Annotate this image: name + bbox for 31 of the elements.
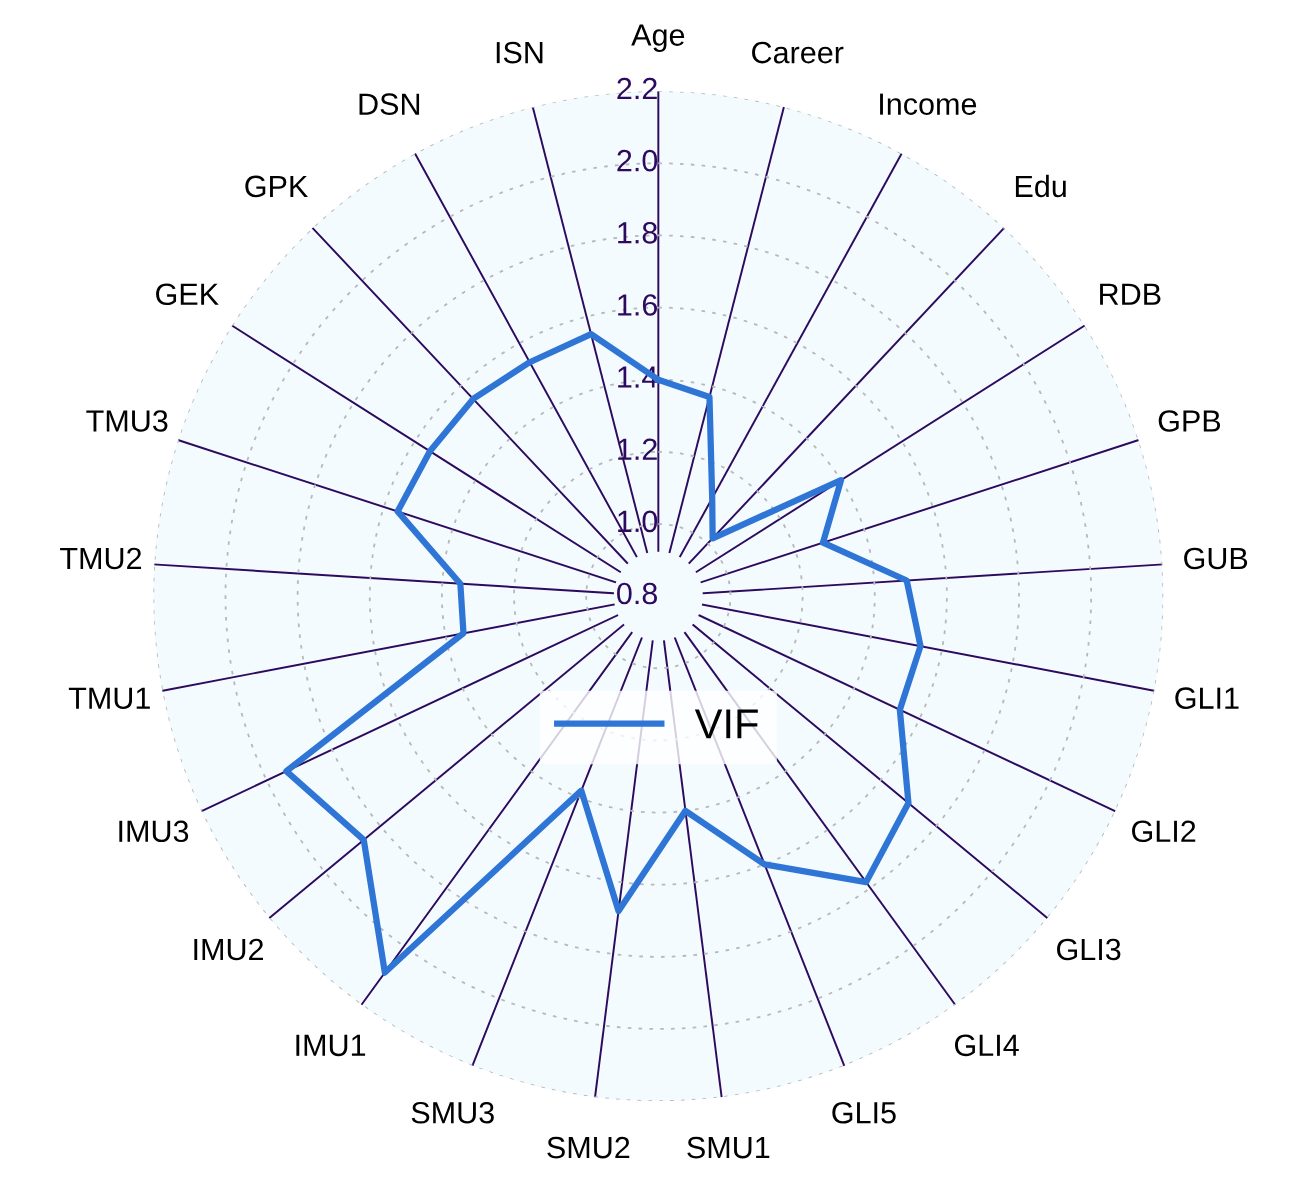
spoke-label: Age <box>631 24 685 52</box>
y-tick-label: 2.0 <box>617 149 658 172</box>
y-tick-label: 1.6 <box>618 294 657 316</box>
spoke-label: SMU3 <box>411 1101 494 1124</box>
spoke-label: IMU1 <box>296 1034 366 1057</box>
spoke-label: GEK <box>156 283 219 306</box>
spoke-label: GLI4 <box>954 1034 1019 1057</box>
spoke-label: TMU3 <box>86 410 168 432</box>
spoke-label: SMU2 <box>547 1136 630 1159</box>
spoke-label: GUB <box>1184 547 1248 570</box>
legend-label: VIF <box>694 709 758 739</box>
spoke-label: GLI2 <box>1132 820 1196 843</box>
spoke-label: GLI3 <box>1057 938 1121 961</box>
spoke-label: TMU1 <box>68 687 150 709</box>
spoke-label: GPK <box>245 175 308 198</box>
spoke-label: IMU3 <box>119 820 189 843</box>
spoke-label: GLI5 <box>832 1101 896 1124</box>
spoke-label: Edu <box>1015 174 1066 198</box>
spoke-label: RDB <box>1100 283 1161 305</box>
spoke-label: Income <box>880 93 977 115</box>
y-tick-label: 2.2 <box>617 77 657 100</box>
spoke-label: SMU1 <box>687 1136 770 1159</box>
spoke-label: IMU2 <box>194 938 264 961</box>
y-tick-label: 1.8 <box>618 222 657 244</box>
y-tick-label: 0.8 <box>617 582 657 605</box>
spoke-label: GLI1 <box>1175 687 1239 709</box>
spoke-label: GPB <box>1158 410 1221 432</box>
spoke-label: DSN <box>359 93 420 115</box>
spoke-label: ISN <box>496 41 543 64</box>
spoke-label: Career <box>752 41 844 64</box>
spoke-label: TMU2 <box>60 547 142 570</box>
